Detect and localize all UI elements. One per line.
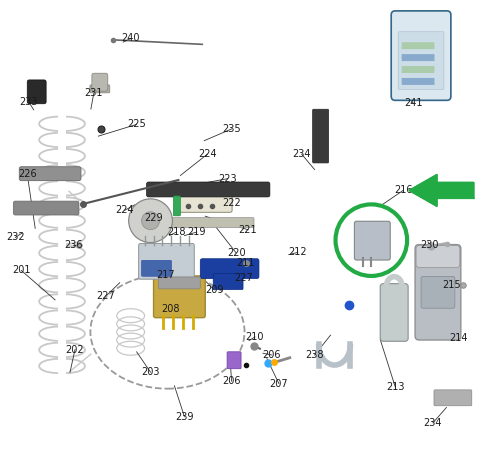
Text: 223: 223 [218, 174, 237, 184]
Text: 214: 214 [450, 334, 468, 343]
FancyBboxPatch shape [146, 182, 270, 197]
Text: 218: 218 [167, 227, 186, 237]
Text: 238: 238 [306, 350, 324, 360]
FancyBboxPatch shape [398, 32, 444, 89]
Text: 209: 209 [205, 285, 224, 295]
FancyBboxPatch shape [354, 221, 390, 260]
FancyBboxPatch shape [154, 276, 206, 318]
Text: 224: 224 [116, 205, 134, 215]
Text: 206: 206 [222, 376, 241, 386]
Text: 232: 232 [6, 233, 25, 243]
FancyBboxPatch shape [174, 196, 180, 216]
FancyBboxPatch shape [213, 273, 243, 289]
Text: 234: 234 [292, 149, 311, 159]
FancyBboxPatch shape [402, 66, 434, 73]
Text: 222: 222 [222, 197, 241, 207]
FancyBboxPatch shape [148, 217, 254, 228]
Text: 208: 208 [161, 304, 180, 314]
Text: 240: 240 [122, 34, 140, 44]
FancyBboxPatch shape [312, 109, 328, 163]
Text: 236: 236 [64, 240, 82, 250]
FancyBboxPatch shape [158, 277, 200, 289]
FancyBboxPatch shape [421, 276, 455, 308]
Text: 220: 220 [227, 248, 246, 258]
FancyBboxPatch shape [90, 85, 110, 93]
FancyBboxPatch shape [227, 352, 241, 369]
Text: 227: 227 [96, 291, 115, 301]
Text: 206: 206 [262, 350, 281, 360]
Text: 212: 212 [288, 248, 307, 258]
Text: 221: 221 [238, 225, 258, 235]
Text: 215: 215 [442, 280, 460, 290]
FancyBboxPatch shape [402, 42, 434, 49]
FancyBboxPatch shape [200, 259, 259, 278]
Text: 202: 202 [66, 344, 84, 354]
FancyBboxPatch shape [402, 78, 434, 85]
FancyBboxPatch shape [434, 390, 472, 406]
Text: 224: 224 [198, 149, 216, 159]
Text: 233: 233 [20, 97, 38, 107]
FancyBboxPatch shape [138, 243, 194, 279]
FancyBboxPatch shape [415, 245, 461, 340]
FancyBboxPatch shape [92, 73, 108, 91]
FancyBboxPatch shape [142, 260, 172, 276]
Text: 219: 219 [188, 227, 206, 237]
Text: 216: 216 [394, 186, 412, 195]
Text: 213: 213 [386, 382, 404, 392]
Text: 203: 203 [142, 367, 160, 377]
FancyBboxPatch shape [416, 246, 460, 268]
Text: 234: 234 [424, 418, 442, 428]
Polygon shape [409, 175, 474, 206]
FancyBboxPatch shape [14, 201, 79, 215]
FancyBboxPatch shape [176, 184, 232, 212]
Text: 241: 241 [404, 98, 422, 108]
Text: 226: 226 [18, 169, 36, 179]
FancyBboxPatch shape [27, 80, 46, 104]
Text: 217: 217 [156, 269, 175, 279]
Circle shape [128, 199, 172, 243]
Text: 231: 231 [84, 88, 103, 98]
Text: 230: 230 [420, 240, 439, 250]
Text: 201: 201 [12, 265, 30, 275]
FancyBboxPatch shape [20, 167, 81, 181]
Text: 235: 235 [222, 124, 241, 134]
Text: 207: 207 [270, 379, 288, 389]
Text: 225: 225 [128, 119, 146, 129]
FancyBboxPatch shape [402, 54, 434, 61]
FancyBboxPatch shape [391, 11, 451, 101]
Text: 211: 211 [236, 258, 255, 268]
Text: 210: 210 [246, 332, 264, 342]
FancyBboxPatch shape [380, 283, 408, 341]
Circle shape [142, 212, 160, 230]
Text: 227: 227 [234, 273, 253, 283]
Text: 229: 229 [144, 213, 163, 223]
Text: 239: 239 [175, 411, 194, 421]
